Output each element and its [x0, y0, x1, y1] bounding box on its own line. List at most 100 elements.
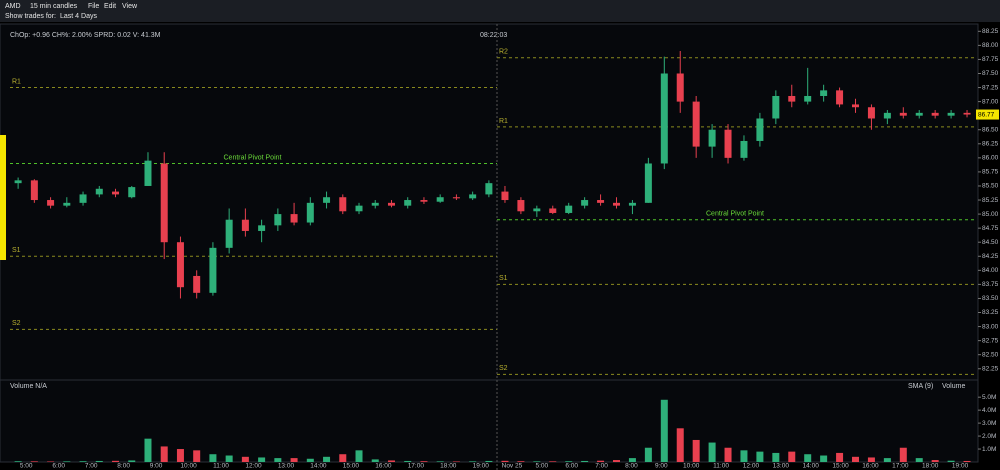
candle-body: [274, 214, 282, 226]
volume-bar: [323, 456, 331, 462]
candle-body: [193, 275, 201, 293]
candle-body: [128, 187, 136, 198]
volume-bar: [176, 449, 184, 462]
x-tick-label: 13:00: [773, 463, 790, 470]
pivot-label: Central Pivot Point: [224, 154, 282, 161]
volume-bar: [160, 446, 168, 462]
show-trades-value[interactable]: Last 4 Days: [60, 13, 97, 20]
volume-bar: [371, 459, 379, 462]
volume-title: Volume N/A: [10, 383, 47, 390]
x-tick-label: 17:00: [892, 463, 909, 470]
y-tick-label: 84.75: [982, 225, 999, 232]
candle-body: [79, 194, 87, 203]
candle-body: [708, 129, 716, 147]
candle-body: [144, 160, 152, 186]
volume-bar: [274, 458, 282, 462]
menu-edit[interactable]: Edit: [104, 3, 116, 10]
y-tick-label: 85.50: [982, 183, 999, 190]
candle-body: [533, 208, 541, 212]
candle-body: [692, 101, 700, 147]
pivot-label: S1: [12, 247, 21, 254]
volume-bar: [947, 460, 955, 462]
candle-body: [756, 118, 764, 141]
volume-bar: [517, 461, 525, 462]
menu-file[interactable]: File: [88, 3, 99, 10]
y-tick-label: 87.75: [982, 56, 999, 63]
x-tick-label: 9:00: [655, 463, 668, 470]
candle-body: [112, 191, 120, 195]
candle-body: [290, 214, 298, 223]
y-tick-label: 83.00: [982, 323, 999, 330]
volume-bar: [549, 461, 557, 462]
candle-body: [740, 140, 748, 158]
candle-body: [501, 191, 509, 201]
volume-bar: [404, 460, 412, 462]
volume-bar: [225, 455, 233, 462]
volume-bar: [644, 447, 652, 462]
candle-body: [63, 202, 71, 206]
volume-bar: [676, 428, 684, 462]
y-tick-label: 85.00: [982, 211, 999, 218]
volume-tick-label: 2.0M: [982, 433, 996, 440]
y-tick-label: 82.25: [982, 365, 999, 372]
candle-body: [209, 247, 217, 293]
x-tick-label: 7:00: [85, 463, 98, 470]
volume-tick-label: 3.0M: [982, 420, 996, 427]
x-tick-label: 5:00: [20, 463, 33, 470]
volume-bar: [533, 461, 541, 462]
stats: ChOp: +0.96 CH%: 2.00% SPRD: 0.02 V: 41.…: [10, 32, 161, 39]
candle-body: [225, 219, 233, 248]
x-tick-label: 5:00: [535, 463, 548, 470]
y-tick-label: 85.25: [982, 197, 999, 204]
volume-bar: [452, 461, 460, 462]
x-tick-label: 18:00: [440, 463, 457, 470]
candle-body: [931, 112, 939, 116]
volume-bar: [30, 461, 38, 462]
candle-body: [676, 73, 684, 102]
candle-body: [820, 90, 828, 96]
y-tick-label: 84.50: [982, 239, 999, 246]
volume-bar: [660, 399, 668, 462]
candle-body: [160, 163, 168, 243]
volume-bar: [79, 461, 87, 462]
volume-bar: [47, 461, 55, 462]
candle-body: [355, 205, 363, 212]
candle-body: [836, 90, 844, 105]
y-tick-label: 86.25: [982, 141, 999, 148]
volume-bar: [963, 460, 971, 462]
volume-bar: [740, 450, 748, 462]
candle-body: [323, 197, 331, 203]
volume-bar: [899, 447, 907, 462]
volume-bar: [597, 460, 605, 462]
menu-view[interactable]: View: [122, 3, 138, 10]
clock: 08:22:03: [480, 32, 507, 39]
x-tick-label: 12:00: [245, 463, 262, 470]
y-tick-label: 83.50: [982, 295, 999, 302]
volume-bar: [63, 461, 71, 462]
pivot-label: S1: [499, 275, 508, 282]
pivot-label: S2: [12, 320, 21, 327]
candle-body: [306, 202, 314, 223]
candle-body: [241, 219, 249, 231]
x-tick-label: 19:00: [952, 463, 969, 470]
interval[interactable]: 15 min candles: [30, 3, 78, 10]
candle-body: [613, 202, 620, 206]
volume-bar: [883, 458, 891, 462]
candle-body: [915, 112, 923, 116]
volume-bar: [14, 461, 22, 462]
last-price: 86.77: [978, 111, 995, 118]
volume-bar: [820, 455, 828, 462]
volume-bar: [436, 461, 444, 462]
candle-body: [852, 104, 859, 108]
x-tick-label: Nov 25: [502, 463, 523, 470]
volume-tick-label: 4.0M: [982, 407, 996, 414]
candle-body: [804, 95, 812, 102]
x-tick-label: 17:00: [408, 463, 425, 470]
candle-body: [176, 242, 184, 288]
candle-body: [963, 112, 971, 115]
x-tick-label: 16:00: [862, 463, 879, 470]
candle-body: [371, 202, 379, 206]
candle-body: [47, 200, 55, 206]
volume-bar: [756, 451, 764, 462]
